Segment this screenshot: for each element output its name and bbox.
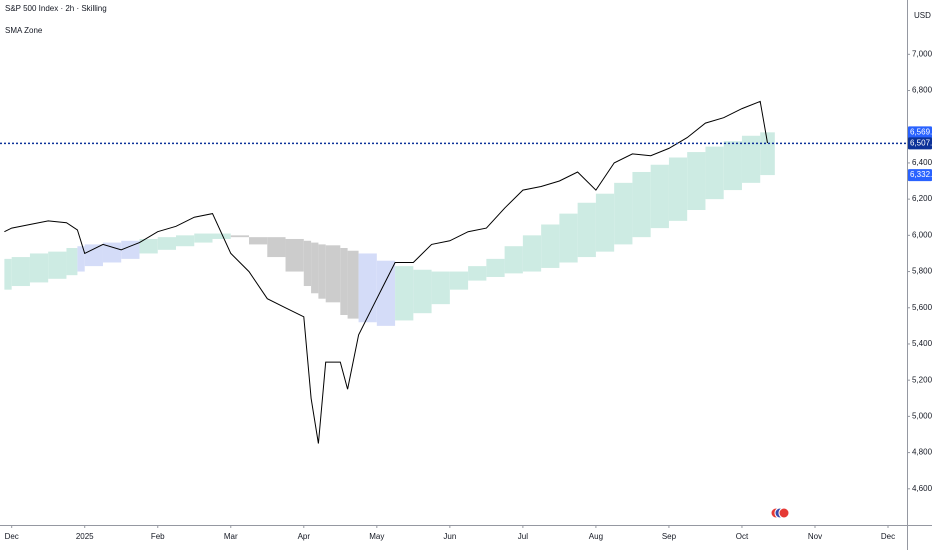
sma-zone-step (687, 152, 706, 210)
sma-zone-step (267, 237, 286, 258)
sma-zone-step (577, 202, 596, 258)
x-tick-label: Jul (518, 532, 528, 541)
y-tick-label: 5,000.0 (912, 411, 932, 420)
sma-zone-step (376, 260, 396, 326)
sma-zone-step (723, 141, 742, 191)
sma-zone-step (449, 271, 469, 290)
sma-zone-step (504, 246, 523, 274)
currency-label: USD (914, 11, 931, 20)
sma-zone-step (431, 271, 450, 305)
y-tick-label: 5,400.0 (912, 339, 932, 348)
x-tick-label: Mar (224, 532, 238, 541)
x-tick-label: Feb (151, 532, 165, 541)
price-line (4, 100, 768, 444)
sma-zone-step (194, 233, 213, 243)
price-badge (908, 126, 932, 139)
y-tick-label: 4,600.0 (912, 484, 932, 493)
price-badge (908, 137, 932, 150)
sma-zone-step (121, 240, 140, 259)
sma-zone-step (139, 238, 158, 254)
sma-zone-step (303, 240, 312, 287)
indicator-name: SMA Zone (5, 26, 43, 35)
price-badge (908, 169, 932, 182)
x-tick-label: Jun (443, 532, 456, 541)
sma-zone-step (318, 244, 326, 299)
flag-icon (770, 507, 790, 519)
sma-zone-step (347, 250, 359, 319)
y-tick-label: 6,200.0 (912, 194, 932, 203)
sma-zone-step (650, 164, 669, 229)
sma-zone-step (668, 157, 688, 221)
x-tick-label: Dec (5, 532, 19, 541)
y-tick-label: 5,800.0 (912, 267, 932, 276)
sma-zone-step (559, 213, 578, 263)
y-tick-label: 6,000.0 (912, 230, 932, 239)
sma-zone-step (212, 233, 231, 239)
sma-zone-step (175, 235, 195, 247)
x-tick-label: Sep (662, 532, 677, 541)
sma-zone-step (340, 248, 348, 315)
sma-zone-step (595, 193, 615, 252)
x-tick-label: Oct (736, 532, 749, 541)
sma-zone-step (29, 253, 49, 283)
sma-zone-step (4, 258, 12, 290)
x-tick-label: Dec (881, 532, 895, 541)
sma-zone-step (11, 257, 30, 287)
sma-zone-step (486, 258, 505, 277)
sma-zone-step (395, 266, 414, 321)
y-tick-label: 7,000.0 (912, 49, 932, 58)
sma-zone-step (541, 224, 560, 268)
sma-zone-step (522, 235, 542, 272)
x-tick-label: 2025 (76, 532, 94, 541)
sma-zone-step (157, 237, 176, 250)
y-tick-label: 6,400.0 (912, 158, 932, 167)
sma-zone-step (767, 132, 775, 176)
y-tick-label: 5,600.0 (912, 303, 932, 312)
sma-zone-step (102, 242, 122, 263)
x-tick-label: Apr (298, 532, 311, 541)
sma-zone-step (66, 248, 78, 276)
y-tick-label: 4,800.0 (912, 448, 932, 457)
x-tick-label: Aug (589, 532, 603, 541)
price-badge-label: 6,332.9 (910, 170, 932, 179)
sma-zone-step (468, 266, 487, 281)
x-tick-label: Nov (808, 532, 822, 541)
sma-zone-step (249, 237, 268, 245)
sma-zone-step (230, 235, 250, 238)
sma-zone-step (358, 253, 377, 323)
sma-zone-step (48, 251, 67, 279)
price-badge-label: 6,569.0 (910, 127, 932, 136)
sma-zone-step (705, 146, 724, 200)
sma-zone-step (760, 132, 768, 176)
y-tick-label: 6,800.0 (912, 86, 932, 95)
sma-zone-step (311, 242, 319, 294)
sma-zone-step (77, 246, 85, 272)
price-badge-label: 6,507.8 (910, 139, 932, 148)
sma-zone-step (632, 171, 651, 238)
sma-zone-step (325, 245, 341, 303)
sma-zone-step (84, 244, 103, 267)
sma-zone-step (741, 135, 761, 183)
x-tick-label: May (369, 532, 384, 541)
sma-zone-step (285, 238, 304, 272)
sma-zone-step (614, 182, 633, 245)
y-tick-label: 5,200.0 (912, 375, 932, 384)
sma-zone-step (413, 269, 432, 314)
chart-title: S&P 500 Index · 2h · Skilling (5, 4, 107, 13)
